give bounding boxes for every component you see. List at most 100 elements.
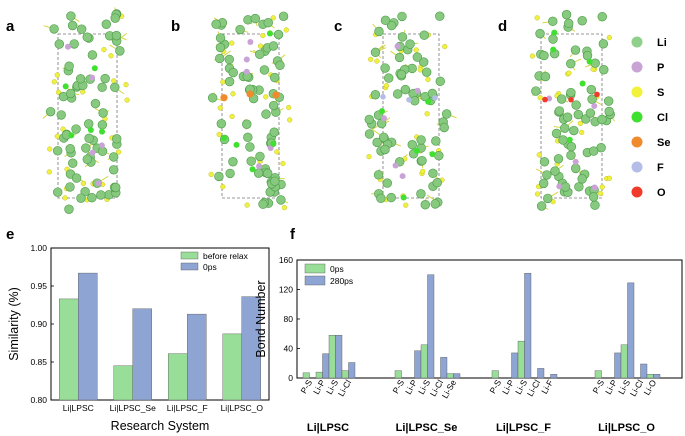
lithium-atom — [45, 106, 56, 117]
group-label: Li|LPSC_O — [598, 422, 655, 434]
bar-280ps — [524, 273, 532, 379]
bar-280ps — [335, 335, 343, 379]
lithium-atom — [76, 193, 86, 203]
lithium-atom — [225, 168, 235, 179]
sulfur-atom — [579, 129, 585, 135]
bar-0ps — [491, 370, 499, 379]
x-tick-label: Li-O — [642, 378, 659, 397]
lithium-atom — [432, 177, 442, 188]
lithium-atom — [386, 192, 396, 203]
structure-a — [42, 7, 130, 214]
lithium-atom — [87, 50, 98, 60]
lithium-atom — [570, 45, 581, 55]
sulfur-atom — [257, 43, 264, 49]
bar-before-relax — [113, 365, 133, 401]
se-atom — [246, 90, 254, 98]
lithium-atom — [380, 15, 391, 26]
chlorine-atom — [91, 65, 98, 72]
legend-label: 0ps — [330, 264, 344, 274]
lithium-atom — [421, 67, 432, 77]
sulfur-atom — [529, 53, 536, 59]
phosphorus-atom — [98, 142, 105, 149]
y-axis-title: Similarity (%) — [7, 287, 21, 361]
legend-element-li: Li — [631, 36, 667, 49]
lithium-atom — [407, 140, 417, 150]
legend-label: Li — [657, 37, 667, 49]
lithium-atom — [276, 195, 286, 205]
phosphorus-atom — [414, 87, 421, 94]
sulfur-atom — [208, 171, 214, 178]
lithium-atom — [97, 82, 107, 93]
lithium-atom — [566, 87, 576, 98]
sulfur-atom — [55, 89, 62, 95]
lithium-atom — [370, 90, 381, 100]
lithium-atom — [431, 136, 441, 146]
lithium-atom — [245, 142, 255, 152]
panel-letter-c: c — [334, 18, 342, 35]
phosphorus-atom — [572, 158, 579, 165]
lithium-atom — [599, 65, 609, 75]
lithium-atom — [380, 63, 390, 73]
lithium-atom — [100, 73, 110, 84]
bar-before-relax — [168, 353, 188, 401]
lithium-atom — [65, 182, 75, 192]
lithium-atom — [243, 132, 253, 143]
x-tick-label: Li-P — [603, 378, 619, 396]
lithium-atom — [380, 144, 390, 155]
bar-before-relax — [222, 333, 242, 401]
lithium-atom — [376, 193, 386, 204]
lithium-atom — [76, 24, 87, 34]
bar-280ps — [322, 353, 330, 379]
lithium-atom — [211, 19, 221, 29]
lithium-atom — [559, 123, 570, 133]
bar-0ps — [446, 373, 454, 379]
lithium-atom — [215, 53, 225, 64]
lithium-atom — [386, 20, 397, 31]
chlorine-atom — [233, 141, 240, 148]
legend-label: O — [657, 187, 666, 199]
lithium-atom — [586, 84, 597, 95]
sulfur-atom — [47, 146, 53, 152]
chlorine-atom — [87, 126, 94, 133]
lithium-atom — [577, 16, 587, 26]
legend-swatch — [180, 251, 199, 260]
sulfur-atom — [270, 15, 276, 21]
lithium-atom — [372, 137, 382, 148]
lithium-atom — [531, 86, 541, 96]
lithium-atom — [255, 151, 265, 162]
sulfur-atom — [46, 169, 52, 175]
sulfur-atom — [597, 190, 604, 197]
lithium-atom — [250, 13, 260, 24]
lithium-atom — [416, 189, 426, 199]
sulfur-atom — [577, 120, 584, 127]
lithium-atom — [590, 200, 600, 210]
bar-280ps — [348, 362, 356, 379]
lithium-atom — [587, 94, 597, 104]
sulfur-atom — [229, 40, 235, 46]
y-tick-label: 1.00 — [30, 243, 47, 253]
phosphorus-atom — [399, 173, 406, 180]
lithium-atom — [604, 106, 614, 117]
chlorine-atom — [221, 135, 228, 142]
sulfur-atom — [283, 27, 289, 33]
lithium-atom — [378, 132, 389, 142]
sulfur-atom — [374, 58, 380, 64]
lithium-atom — [214, 171, 224, 182]
lithium-atom — [270, 176, 280, 186]
panel-letter-b: b — [171, 18, 180, 35]
lithium-atom — [571, 100, 581, 110]
lithium-atom — [397, 11, 407, 22]
lithium-atom — [571, 163, 581, 174]
lithium-atom — [75, 74, 86, 84]
sulfur-atom — [606, 175, 613, 181]
lithium-atom — [49, 24, 59, 34]
lithium-atom — [53, 187, 63, 197]
sulfur-atom — [220, 79, 226, 85]
lithium-atom — [228, 157, 238, 167]
lithium-atom — [561, 9, 572, 20]
lithium-atom — [550, 166, 560, 176]
y-tick-label: 0.95 — [30, 281, 47, 291]
se-atom — [220, 94, 228, 102]
legend-element-p: P — [631, 61, 664, 74]
lithium-atom — [564, 18, 574, 29]
